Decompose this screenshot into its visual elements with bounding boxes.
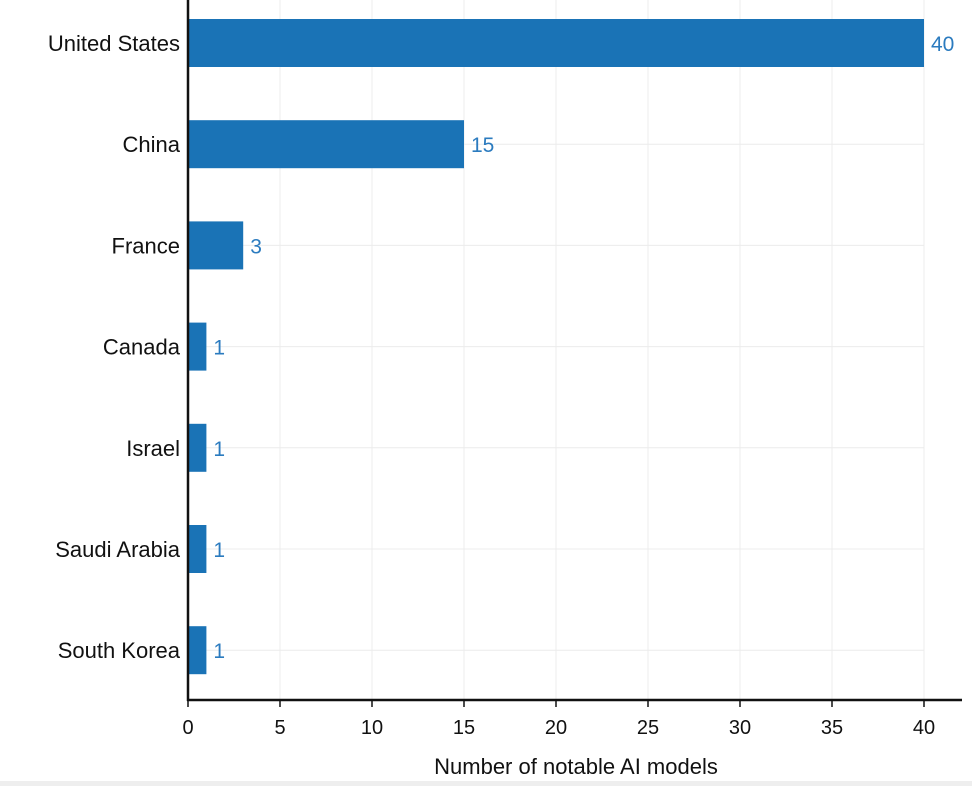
data-label: 3 (250, 235, 262, 258)
x-tick-label: 25 (637, 717, 659, 739)
bar-israel (188, 423, 207, 472)
data-label: 1 (213, 438, 225, 461)
bar-south-korea (188, 626, 207, 675)
x-tick-label: 10 (361, 717, 383, 739)
x-tick-label: 15 (453, 717, 475, 739)
bar-france (188, 221, 244, 270)
category-labels: United States China France Canada Israel Saud… (48, 31, 181, 663)
category-label: United States (48, 31, 180, 56)
bar-saudi-arabia (188, 525, 207, 573)
data-label: 1 (213, 539, 225, 562)
grid-lines (188, 0, 925, 700)
category-label: Canada (103, 335, 181, 360)
category-label: Israel (126, 436, 180, 461)
x-tick-labels: 0 5 10 15 20 25 30 35 40 (182, 717, 935, 739)
category-label: France (112, 233, 180, 258)
data-label: 15 (471, 134, 494, 157)
data-label: 1 (213, 640, 225, 663)
data-labels: 40 15 3 1 1 1 1 (213, 33, 954, 663)
category-label: South Korea (58, 638, 181, 663)
footer-strip (0, 781, 972, 786)
x-tick-label: 40 (913, 717, 935, 739)
x-tick-label: 20 (545, 717, 567, 739)
category-label: China (123, 132, 181, 157)
x-tick-label: 0 (182, 717, 193, 739)
bars-group (188, 19, 924, 675)
bar-canada (188, 322, 207, 371)
x-tick-label: 35 (821, 717, 843, 739)
category-label: Saudi Arabia (55, 537, 181, 562)
data-label: 1 (213, 337, 225, 360)
x-tick-label: 5 (274, 717, 285, 739)
data-label: 40 (931, 33, 954, 56)
x-axis-title: Number of notable AI models (434, 754, 718, 779)
x-tick-label: 30 (729, 717, 751, 739)
bar-united-states (188, 19, 924, 67)
axes (186, 0, 962, 707)
bar-china (188, 120, 464, 169)
